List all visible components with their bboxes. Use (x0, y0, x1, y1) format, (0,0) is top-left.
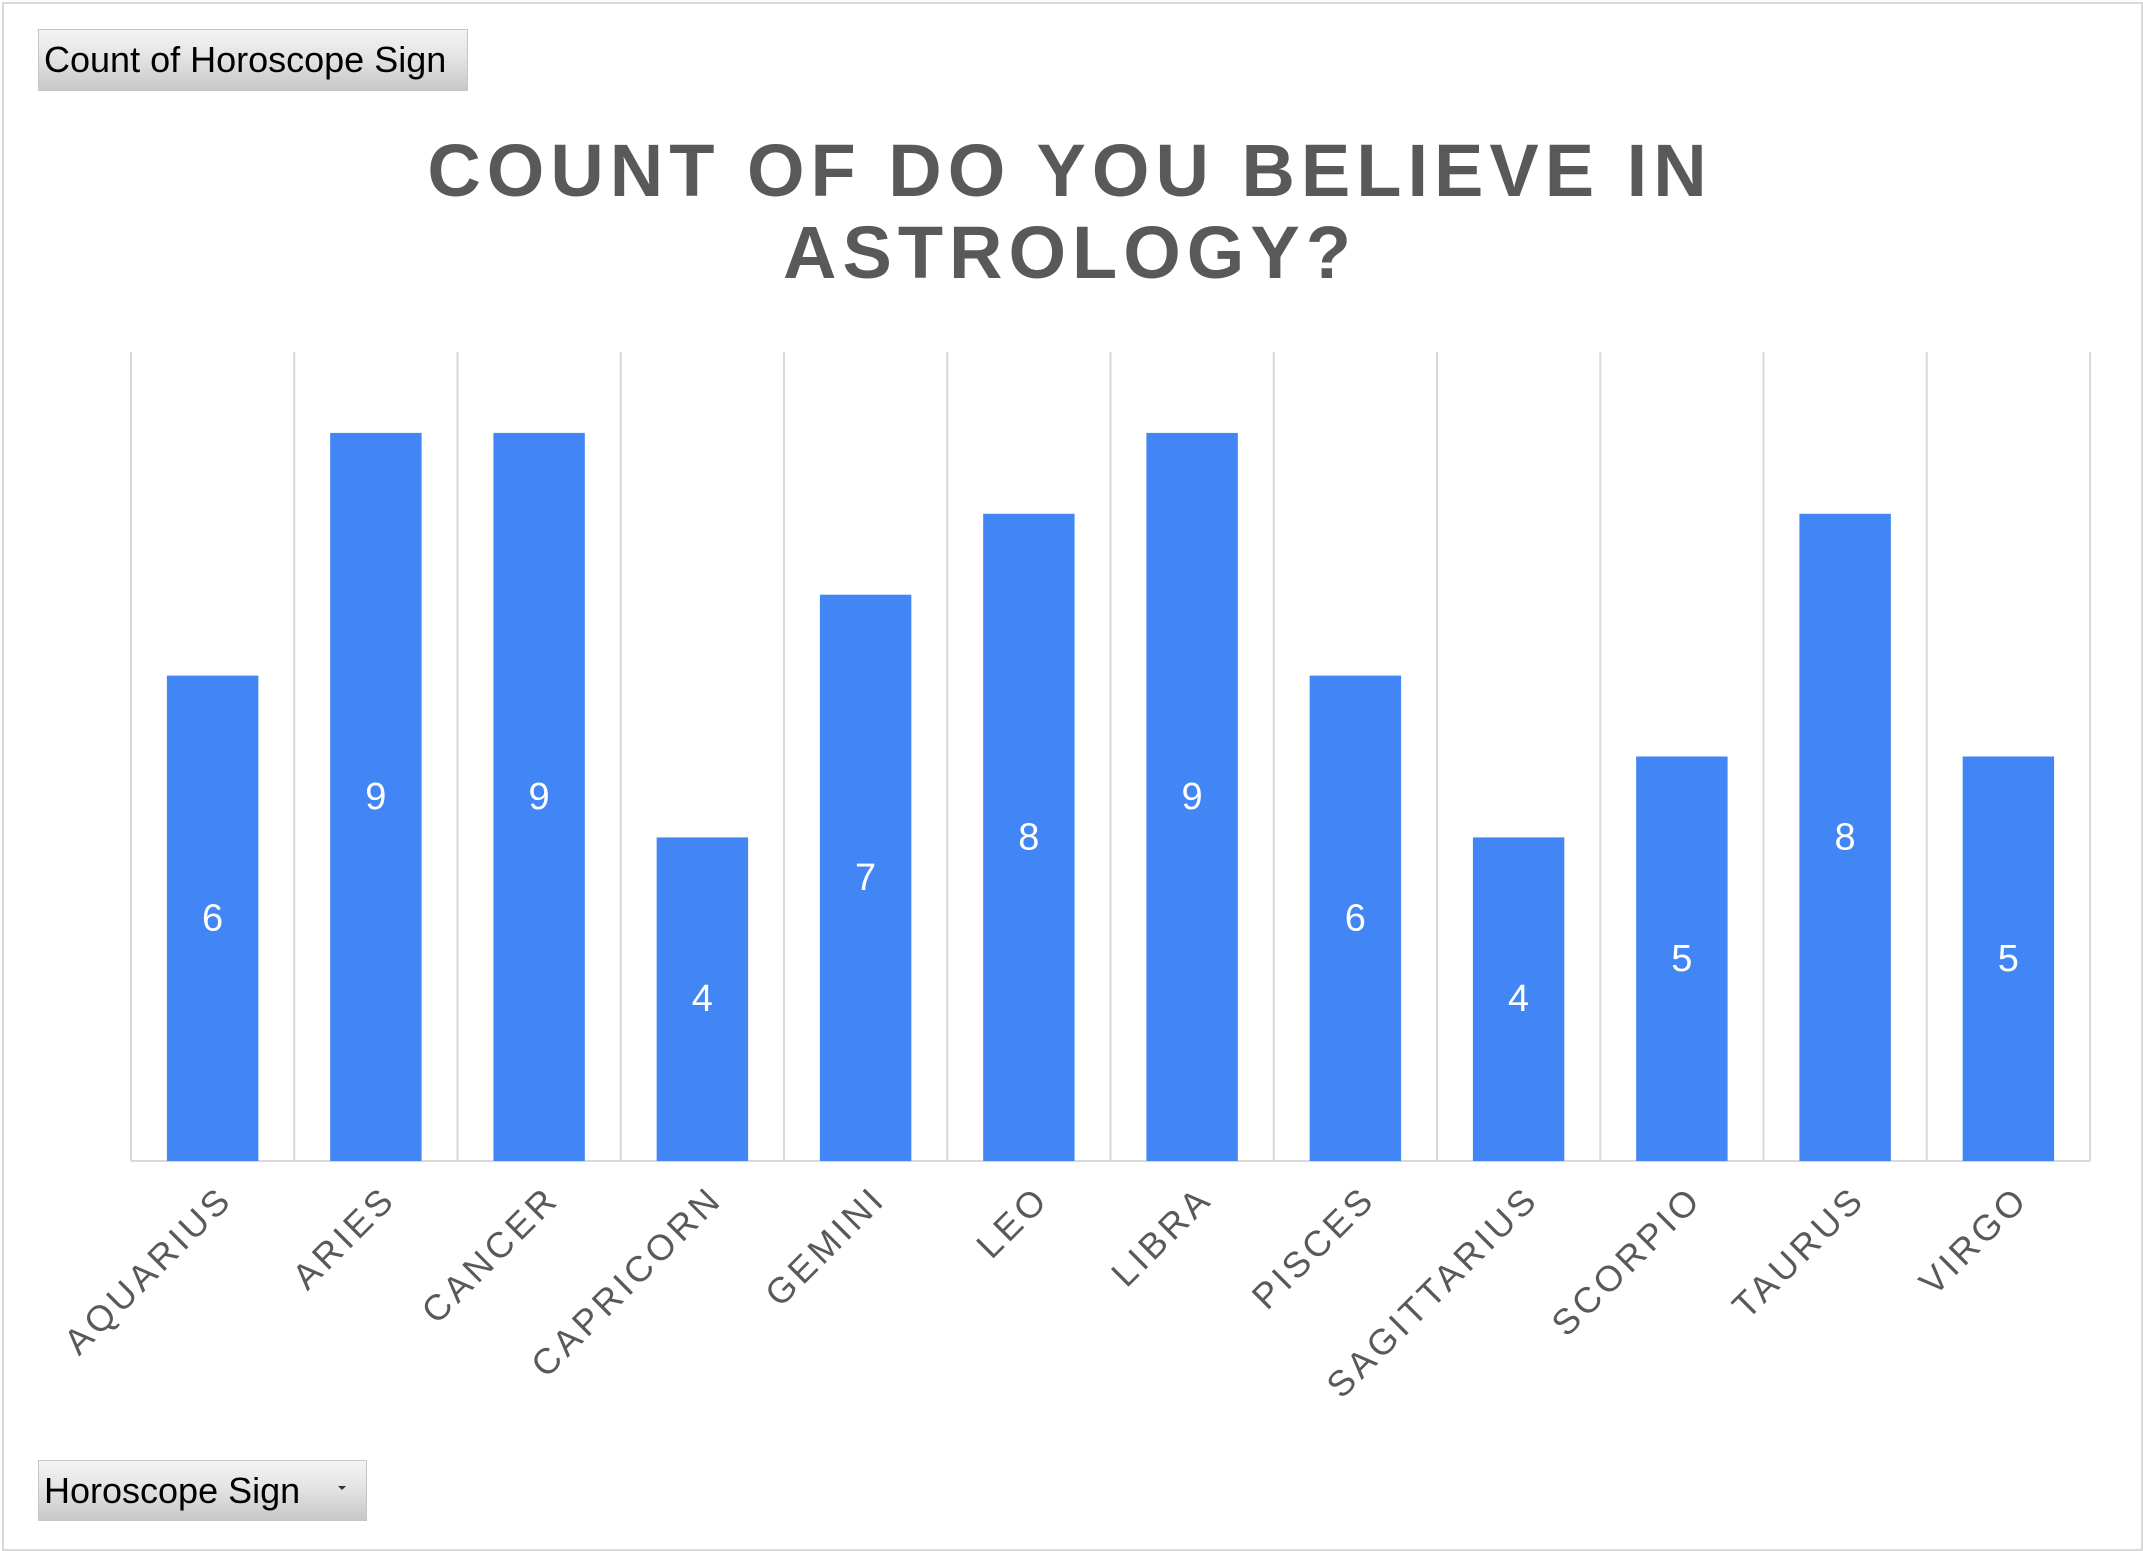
chevron-down-icon[interactable] (338, 1486, 346, 1490)
bar-scorpio (1636, 756, 1728, 1161)
x-tick-label: GEMINI (757, 1178, 893, 1314)
bar-aries (330, 432, 422, 1161)
bar-cancer (493, 432, 585, 1161)
bar-leo (983, 513, 1075, 1161)
x-tick-label: PISCES (1244, 1178, 1383, 1317)
data-label: 4 (692, 978, 713, 1020)
data-label: 5 (1671, 938, 1692, 980)
bar-virgo (1962, 756, 2055, 1161)
axis-field-label: Horoscope Sign (44, 1469, 301, 1511)
data-label: 8 (1835, 816, 1856, 858)
x-tick-label: CANCER (413, 1178, 566, 1331)
data-label: 9 (1182, 776, 1203, 818)
bar-taurus (1799, 513, 1891, 1161)
bar-gemini (819, 594, 912, 1161)
x-tick-label: LEO (968, 1178, 1056, 1266)
bar-pisces (1309, 675, 1402, 1161)
chart-title: COUNT OF DO YOU BELIEVE IN ASTROLOGY? (427, 129, 1713, 294)
x-tick-label: LIBRA (1103, 1178, 1220, 1295)
bar-capricorn (656, 837, 749, 1161)
x-tick-label: ARIES (284, 1178, 404, 1298)
bar-aquarius (166, 675, 259, 1161)
bar-sagittarius (1472, 837, 1565, 1161)
data-label: 9 (365, 776, 386, 818)
bar-libra (1146, 432, 1238, 1161)
x-tick-label: VIRGO (1911, 1178, 2036, 1303)
data-label: 7 (855, 857, 876, 899)
data-label: 5 (1998, 938, 2019, 980)
values-field-label: Count of Horoscope Sign (44, 39, 447, 80)
data-label: 4 (1508, 978, 1529, 1020)
x-tick-label: TAURUS (1724, 1178, 1873, 1327)
data-label: 9 (529, 776, 550, 818)
axis-field-button[interactable]: Horoscope Sign (38, 1460, 367, 1521)
x-tick-label: AQUARIUS (56, 1178, 241, 1363)
data-label: 6 (202, 897, 223, 939)
x-tick-label: SCORPIO (1543, 1178, 1709, 1344)
data-label: 8 (1018, 816, 1039, 858)
data-label: 6 (1345, 897, 1366, 939)
values-field-button[interactable]: Count of Horoscope Sign (38, 29, 468, 91)
